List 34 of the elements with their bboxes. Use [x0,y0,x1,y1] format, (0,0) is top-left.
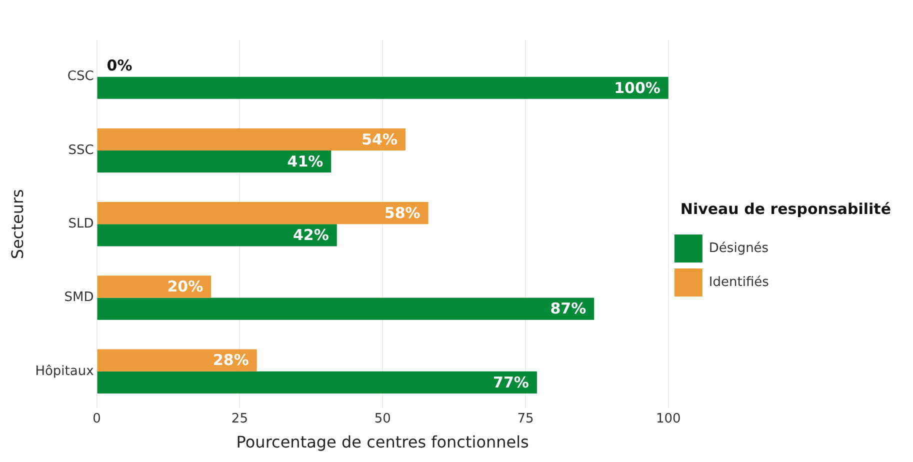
bar [97,76,668,99]
y-axis-title: Secteurs [8,189,27,260]
bar [97,224,337,246]
bar [97,349,257,372]
data-label: 77% [493,373,529,392]
x-tick-label: 75 [517,411,534,426]
y-tick-label: SMD [64,290,94,306]
data-label: 41% [287,152,324,170]
data-label: 58% [384,204,420,222]
y-tick-label: SLD [68,216,94,232]
legend-title: Niveau de responsabilité [680,200,892,218]
data-label: 0% [106,56,132,75]
x-tick-label: 0 [92,411,101,426]
bar [97,128,406,150]
bar [97,298,594,320]
x-axis-title: Pourcentage de centres fonctionnels [236,432,529,452]
bar [97,276,212,298]
data-label: 87% [550,300,586,318]
x-tick-label: 50 [374,411,391,426]
legend-label: Désignés [708,240,769,256]
data-label: 20% [167,278,204,296]
data-label: 28% [212,351,249,370]
y-tick-label: Hôpitaux [35,364,94,379]
x-tick-label: 100 [656,411,681,426]
bar [97,202,428,224]
data-label: 100% [614,78,660,97]
data-label: 42% [292,226,329,244]
bar [97,150,332,173]
bar [97,371,537,394]
legend-label: Identifiés [708,274,770,290]
data-label: 54% [362,130,398,148]
y-tick-label: SSC [68,142,94,158]
y-tick-label: CSC [67,69,94,84]
x-tick-label: 25 [231,411,248,426]
